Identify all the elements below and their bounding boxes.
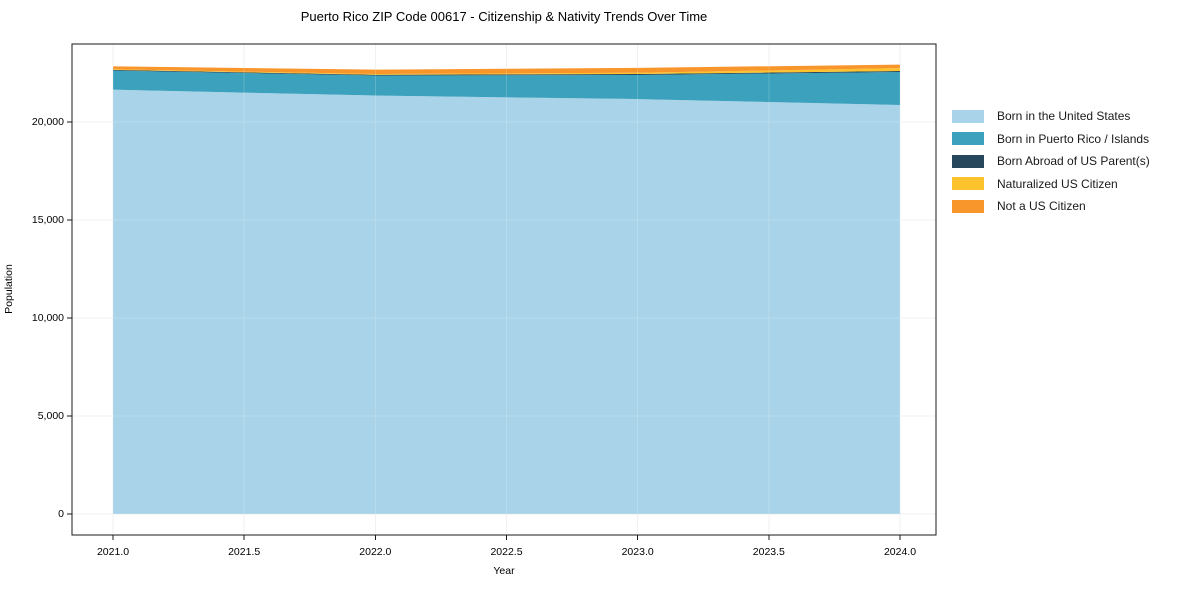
y-tick-label: 20,000	[31, 116, 64, 128]
legend: Born in the United States Born in Puerto …	[952, 105, 1150, 218]
area-series-0	[113, 89, 900, 514]
x-axis-title: Year	[493, 565, 515, 577]
x-tick-label: 2023.5	[752, 546, 785, 558]
area-series-2	[113, 69, 900, 76]
area-series-3	[113, 68, 900, 75]
legend-item-0: Born in the United States	[952, 105, 1150, 128]
legend-label-1: Born in Puerto Rico / Islands	[997, 131, 1150, 146]
legend-swatch-2	[952, 154, 984, 168]
y-tick-label: 10,000	[31, 312, 64, 324]
y-axis-title: Population	[3, 264, 15, 314]
x-tick-label: 2023.0	[621, 546, 654, 558]
legend-label-0: Born in the United States	[997, 109, 1131, 124]
legend-item-1: Born in Puerto Rico / Islands	[952, 128, 1150, 151]
legend-swatch-3	[952, 177, 984, 191]
y-tick-label: 15,000	[31, 214, 64, 226]
legend-swatch-0	[952, 109, 984, 123]
legend-item-4: Not a US Citizen	[952, 195, 1150, 218]
chart-title: Puerto Rico ZIP Code 00617 - Citizenship…	[300, 9, 708, 24]
x-tick-label: 2024.0	[883, 546, 917, 558]
x-tick-label: 2021.0	[96, 546, 130, 558]
legend-swatch-1	[952, 132, 984, 146]
x-tick-label: 2022.0	[359, 546, 392, 558]
x-tick-label: 2021.5	[228, 546, 261, 558]
x-tick-label: 2022.5	[490, 546, 523, 558]
legend-label-3: Naturalized US Citizen	[997, 176, 1118, 191]
y-tick-label: 5,000	[37, 410, 64, 422]
area-series-4	[113, 64, 900, 74]
legend-label-4: Not a US Citizen	[997, 199, 1086, 214]
legend-swatch-4	[952, 199, 984, 213]
plot-frame	[71, 43, 937, 536]
legend-label-2: Born Abroad of US Parent(s)	[997, 154, 1150, 169]
area-series-1	[113, 70, 900, 105]
legend-item-3: Naturalized US Citizen	[952, 173, 1150, 196]
y-tick-label: 0	[58, 508, 64, 520]
legend-item-2: Born Abroad of US Parent(s)	[952, 150, 1150, 173]
